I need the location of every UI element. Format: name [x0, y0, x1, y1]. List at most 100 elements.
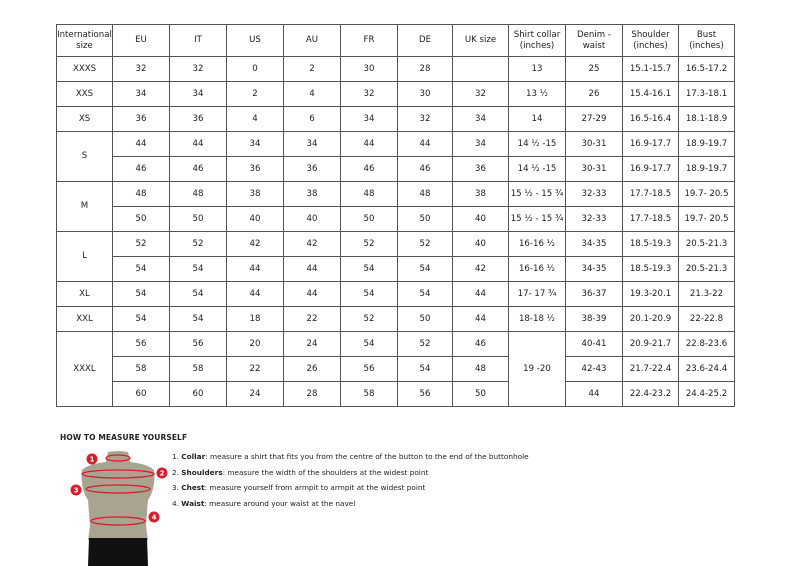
table-row: XL 54 54 44 44 54 54 44 17- 17 ¾ 36-37 19.3-20.1 21…: [56, 281, 735, 307]
table-cell: 52: [169, 231, 227, 257]
column-header: International size: [56, 24, 113, 57]
table-cell: 46: [340, 156, 398, 182]
table-cell: 17.7-18.5: [622, 181, 679, 207]
international-size-cell: XXXL: [56, 331, 113, 407]
table-cell: 44: [169, 131, 227, 157]
table-row: 58 58 22 26 56 54 48 42-43 21.7-22.4 23.6-24.4: [57, 356, 735, 382]
table-cell: 27-29: [565, 106, 623, 132]
column-header: DE: [397, 24, 453, 57]
table-cell: 54: [340, 331, 398, 357]
table-cell: 0: [226, 56, 284, 82]
table-cell: 21.7-22.4: [622, 356, 679, 382]
column-header: Denim - waist: [565, 24, 623, 57]
body-measurement-figure: 1 2 3 4: [70, 451, 168, 566]
table-cell: 52: [397, 231, 453, 257]
table-cell: 36-37: [565, 281, 623, 307]
table-row: L 52 52 42 42 52 52 40 16-16 ½ 34-35 18.5-19.3 20.5…: [56, 231, 735, 282]
table-cell: 38-39: [565, 306, 623, 332]
step-waist: 4. Waist: measure around your waist at t…: [172, 498, 356, 508]
table-cell: 42: [226, 231, 284, 257]
table-cell: 30: [340, 56, 398, 82]
table-row: XXXL 56 56 20 24 54 52 46 19 -20 40-41 20.9-21.7 22…: [56, 331, 735, 407]
table-cell: 18-18 ½: [508, 306, 566, 332]
table-cell: 56: [112, 331, 170, 357]
table-cell: 44: [226, 256, 284, 282]
table-cell: 34: [169, 81, 227, 107]
table-cell: 16.5-16.4: [622, 106, 679, 132]
table-cell: 54: [112, 281, 170, 307]
marker-4-icon: [148, 511, 160, 523]
table-cell: 44: [452, 306, 509, 332]
table-cell: 48: [397, 181, 453, 207]
table-cell: 32: [452, 81, 509, 107]
table-cell: 44: [283, 281, 341, 307]
table-cell: [452, 56, 509, 82]
marker-1-icon: [86, 453, 98, 465]
table-cell: 16.9-17.7: [622, 156, 679, 182]
table-cell: 36: [112, 106, 170, 132]
table-cell: 17- 17 ¾: [508, 281, 566, 307]
table-cell: 16-16 ½: [508, 231, 566, 257]
table-cell: 16.5-17.2: [678, 56, 735, 82]
table-row: XXS 34 34 2 4 32 30 32 13 ½ 26 15.4-16.1 17.3-18.1: [56, 81, 735, 107]
table-cell: 20.5-21.3: [678, 256, 735, 282]
table-cell: 21.3-22: [678, 281, 735, 307]
table-cell: 52: [340, 306, 398, 332]
table-cell: 34: [226, 131, 284, 157]
international-size-cell: XS: [56, 106, 113, 132]
table-cell: 4: [226, 106, 284, 132]
column-header: AU: [283, 24, 341, 57]
table-cell: 50: [397, 306, 453, 332]
svg-text:4: 4: [152, 514, 157, 522]
table-cell: 15.4-16.1: [622, 81, 679, 107]
table-cell: 52: [112, 231, 170, 257]
table-cell: 60: [112, 381, 170, 407]
international-size-cell: XL: [56, 281, 113, 307]
table-cell: 18.1-18.9: [678, 106, 735, 132]
column-header: Bust (inches): [678, 24, 735, 57]
table-cell: 48: [169, 181, 227, 207]
table-cell: 34: [340, 106, 398, 132]
table-cell: 54: [397, 281, 453, 307]
table-cell: 28: [283, 381, 341, 407]
table-cell: 22.4-23.2: [622, 381, 679, 407]
table-cell: 14: [508, 106, 566, 132]
table-cell: 58: [169, 356, 227, 382]
table-row: M 48 48 38 38 48 48 38 15 ½ - 15 ¾ 32-33 17.7-18.5…: [56, 181, 735, 232]
table-cell: 18.9-19.7: [678, 156, 735, 182]
column-header: US: [226, 24, 284, 57]
table-cell: 60: [169, 381, 227, 407]
table-cell: 32: [112, 56, 170, 82]
column-header: Shoulder (inches): [622, 24, 679, 57]
table-cell: 19.3-20.1: [622, 281, 679, 307]
table-cell: 15 ½ - 15 ¾: [508, 206, 566, 232]
table-cell: 34: [452, 106, 509, 132]
table-cell: 32-33: [565, 206, 623, 232]
table-cell: 23.6-24.4: [678, 356, 735, 382]
table-cell: 32: [340, 81, 398, 107]
table-cell: 58: [112, 356, 170, 382]
table-cell: 28: [397, 56, 453, 82]
table-cell: 36: [169, 106, 227, 132]
table-cell: 54: [169, 306, 227, 332]
table-cell: 46: [397, 156, 453, 182]
table-cell: 36: [283, 156, 341, 182]
table-row: S 44 44 34 34 44 44 34 14 ½ -15 30-31 16.9-17.7 18.…: [56, 131, 735, 182]
table-cell: 25: [565, 56, 623, 82]
table-row: XS 36 36 4 6 34 32 34 14 27-29 16.5-16.4 18.1-18.9: [56, 106, 735, 132]
table-cell: 18.5-19.3: [622, 256, 679, 282]
table-cell: 22-22.8: [678, 306, 735, 332]
table-cell: 44: [226, 281, 284, 307]
table-cell: 32: [397, 106, 453, 132]
table-cell: 46: [452, 331, 509, 357]
table-cell: 38: [283, 181, 341, 207]
table-cell: 44: [397, 131, 453, 157]
table-cell: 26: [283, 356, 341, 382]
table-cell: 50: [452, 381, 509, 407]
table-row: 46 46 36 36 46 46 36 14 ½ -15 30-31 16.9-17.7 18.9…: [57, 156, 735, 182]
table-cell: 42: [452, 256, 509, 282]
international-size-cell: M: [56, 181, 113, 232]
table-cell: 36: [452, 156, 509, 182]
table-cell: 22: [226, 356, 284, 382]
table-cell: 16.9-17.7: [622, 131, 679, 157]
